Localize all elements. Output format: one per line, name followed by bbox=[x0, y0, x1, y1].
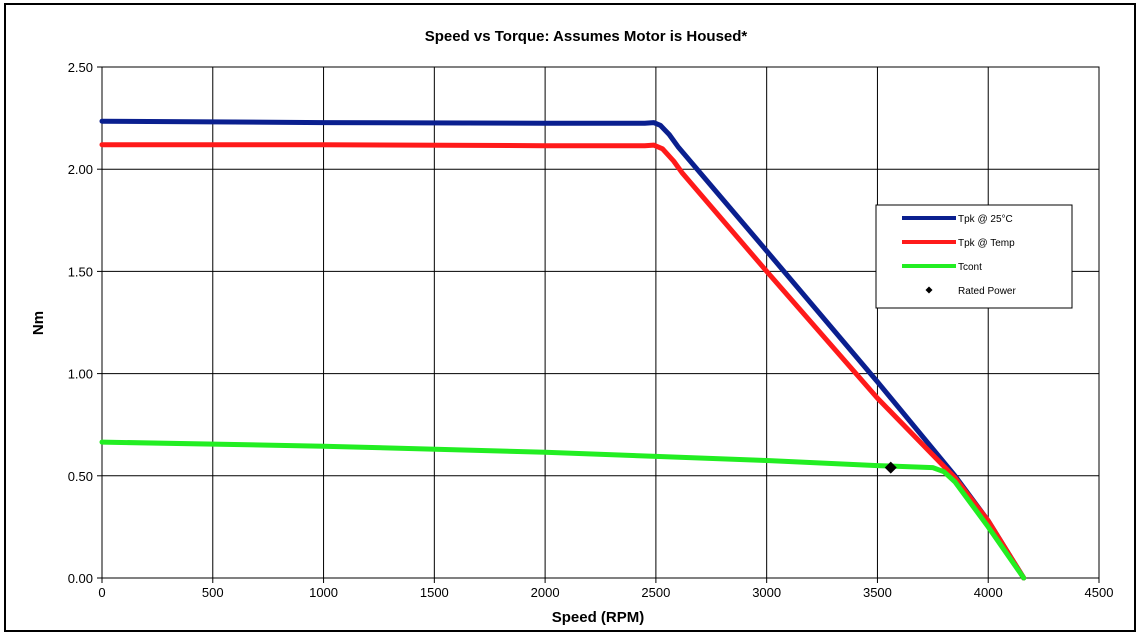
x-tick-label: 500 bbox=[202, 585, 224, 600]
x-tick-label: 2000 bbox=[531, 585, 560, 600]
x-axis-title: Speed (RPM) bbox=[552, 609, 645, 626]
x-tick-label: 4500 bbox=[1085, 585, 1114, 600]
plot-area bbox=[101, 66, 1100, 579]
y-tick-label: 0.50 bbox=[68, 469, 93, 484]
y-tick-label: 1.50 bbox=[68, 264, 93, 279]
series-line-3 bbox=[99, 439, 1027, 581]
legend-label-4: Rated Power bbox=[958, 286, 1016, 297]
legend-swatch-marker bbox=[925, 286, 933, 294]
legend-label-3: Tcont bbox=[958, 262, 982, 273]
y-axis-title: Nm bbox=[30, 311, 47, 335]
legend-label-2: Tpk @ Temp bbox=[958, 238, 1015, 249]
y-tick-label: 0.00 bbox=[68, 571, 93, 586]
legend-label-1: Tpk @ 25°C bbox=[958, 214, 1013, 225]
rated-power-marker bbox=[884, 461, 897, 474]
y-tick-label: 2.00 bbox=[68, 162, 93, 177]
x-tick-label: 3500 bbox=[863, 585, 892, 600]
x-tick-label: 2500 bbox=[641, 585, 670, 600]
chart-title: Speed vs Torque: Assumes Motor is Housed… bbox=[425, 28, 748, 45]
x-tick-label: 4000 bbox=[974, 585, 1003, 600]
x-tick-label: 0 bbox=[98, 585, 105, 600]
x-tick-label: 1000 bbox=[309, 585, 338, 600]
y-tick-label: 2.50 bbox=[68, 60, 93, 75]
series-line-2 bbox=[99, 142, 1027, 581]
x-tick-label: 1500 bbox=[420, 585, 449, 600]
legend-box bbox=[875, 204, 1073, 309]
x-tick-label: 3000 bbox=[752, 585, 781, 600]
y-tick-label: 1.00 bbox=[68, 367, 93, 382]
